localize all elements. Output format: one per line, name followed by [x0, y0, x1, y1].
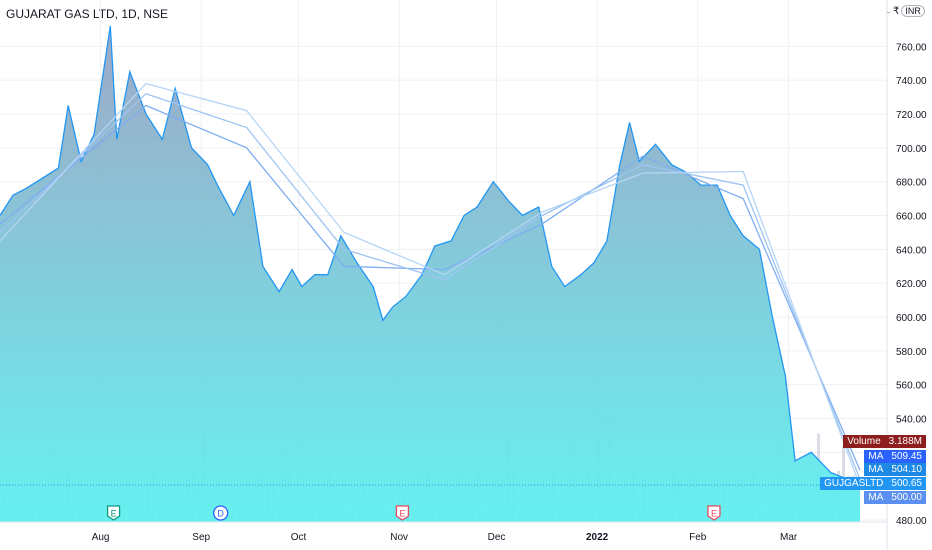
legend-tag-label: Volume: [843, 435, 885, 448]
ma-line: [0, 92, 861, 480]
event-marker-dividend[interactable]: D: [213, 505, 229, 521]
moving-averages: [0, 82, 887, 487]
legend-tag-label: MA: [864, 463, 888, 476]
earnings-badge: [395, 505, 410, 521]
price-tick-label: 720.00: [896, 110, 927, 121]
earnings-badge: [707, 505, 721, 521]
legend-tag: MA 509.45: [864, 450, 926, 463]
time-tick-label: 2022: [586, 532, 609, 543]
legend-tag-label: GUJGASLTD: [820, 477, 888, 490]
dividend-badge: [213, 505, 229, 521]
price-tick-label: 700.00: [896, 144, 927, 155]
legend-tag: MA 504.10: [864, 463, 926, 476]
event-marker-letter: E: [711, 509, 717, 519]
earnings-badge: [106, 505, 121, 521]
chart-title: GUJARAT GAS LTD, 1D, NSE: [6, 7, 169, 21]
event-marker-earnings[interactable]: E: [707, 505, 721, 521]
price-area: [0, 25, 861, 522]
time-tick-label: Sep: [192, 532, 210, 543]
legend-tag: Volume 3.188M: [843, 435, 926, 448]
price-tick-label: 560.00: [896, 381, 927, 392]
event-marker-earnings[interactable]: E: [106, 505, 121, 521]
legend-tag-label: MA: [864, 450, 888, 463]
legend-tag-value: 500.00: [887, 491, 926, 504]
price-tick-label: 600.00: [896, 313, 927, 324]
currency-selector[interactable]: ₹ INR: [893, 5, 925, 17]
legend-tag-label: MA: [864, 491, 888, 504]
ma-line: [0, 104, 861, 471]
currency-badge: INR: [901, 5, 925, 17]
time-tick-label: Nov: [390, 532, 408, 543]
time-tick-label: Mar: [780, 532, 798, 543]
legend-tag: GUJGASLTD 500.65: [820, 477, 926, 490]
price-tick-label: 760.00: [896, 42, 927, 53]
price-tick-label: 680.00: [896, 178, 927, 189]
price-tick-label: 740.00: [896, 76, 927, 87]
ma-line: [0, 82, 861, 487]
legend-tag-value: 509.45: [887, 450, 926, 463]
time-tick-label: Aug: [92, 532, 110, 543]
event-marker-letter: D: [217, 509, 224, 519]
time-tick-label: Oct: [291, 532, 307, 543]
time-tick-label: Feb: [689, 532, 707, 543]
legend-tag-value: 500.65: [887, 477, 926, 490]
currency-prefix: ₹: [893, 5, 900, 17]
price-tick-label: 580.00: [896, 347, 927, 358]
price-tick-label: 660.00: [896, 212, 927, 223]
price-tick-label: 640.00: [896, 245, 927, 256]
event-marker-earnings[interactable]: E: [395, 505, 410, 521]
price-area-fill: [0, 26, 860, 522]
legend-tag-value: 504.10: [887, 463, 926, 476]
event-marker-letter: E: [399, 509, 405, 519]
price-tick-label: 480.00: [896, 516, 927, 527]
price-tick-label: 540.00: [896, 415, 927, 426]
time-tick-label: Dec: [488, 532, 506, 543]
legend-tag: MA 500.00: [864, 491, 926, 504]
price-tick-label: 620.00: [896, 279, 927, 290]
legend-tag-value: 3.188M: [884, 435, 926, 448]
event-marker-letter: E: [111, 509, 117, 519]
